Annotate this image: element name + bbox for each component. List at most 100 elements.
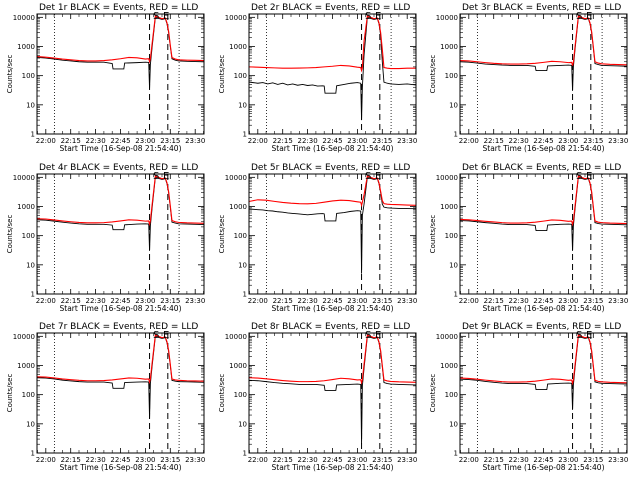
chart-panel-7: Det 7r BLACK = Events, RED = LLD 1 10 100 10…: [6, 322, 205, 472]
x-tick-label: 22:15: [273, 137, 293, 145]
x-tick-label: 23:00: [347, 297, 367, 305]
x-tick-label: 23:00: [558, 297, 578, 305]
x-tick-label: 22:00: [36, 137, 56, 145]
x-tick-label: 23:30: [185, 456, 205, 464]
event-marker-label: E: [375, 171, 381, 182]
y-tick-label: 10: [26, 101, 35, 109]
panel-title: Det 3r BLACK = Events, RED = LLD: [462, 3, 621, 13]
y-tick-label: 10000: [225, 174, 247, 182]
event-marker-label: S: [576, 11, 582, 22]
y-tick-label: 1000: [440, 203, 458, 211]
panel-title: Det 5r BLACK = Events, RED = LLD: [251, 163, 410, 173]
plot-frame: [248, 332, 417, 454]
event-marker-label: S: [365, 11, 371, 22]
y-tick-label: 1: [454, 450, 458, 458]
y-tick-label: 100: [445, 72, 458, 80]
lld-series-line: [460, 15, 627, 66]
events-series-line: [460, 335, 627, 410]
x-axis-label: Start Time (16-Sep-08 21:54:40): [272, 144, 394, 153]
x-tick-label: 23:30: [397, 297, 417, 305]
lld-series-line: [460, 175, 627, 227]
event-marker-label: S: [153, 171, 159, 182]
y-tick-label: 10: [26, 420, 35, 428]
x-axis-label: Start Time (16-Sep-08 21:54:40): [483, 144, 605, 153]
plot-frame: [36, 13, 205, 135]
lld-series-line: [249, 175, 416, 208]
panel-title: Det 9r BLACK = Events, RED = LLD: [462, 322, 621, 332]
y-tick-label: 10000: [436, 14, 458, 22]
y-axis-label: Counts/sec: [429, 374, 437, 413]
x-tick-label: 22:45: [322, 297, 342, 305]
y-tick-label: 100: [234, 391, 247, 399]
y-tick-label: 10000: [13, 174, 35, 182]
x-tick-label: 22:30: [86, 297, 106, 305]
plot-frame: [36, 332, 205, 454]
event-marker-label: E: [375, 11, 381, 22]
x-tick-label: 22:00: [248, 456, 268, 464]
x-tick-label: 23:15: [160, 456, 180, 464]
x-tick-label: 23:15: [160, 137, 180, 145]
x-tick-label: 23:00: [558, 456, 578, 464]
y-tick-label: 10: [238, 101, 247, 109]
y-axis-label: Counts/sec: [429, 55, 437, 94]
y-tick-label: 1: [243, 291, 247, 299]
x-tick-label: 22:45: [110, 137, 130, 145]
x-tick-label: 23:15: [372, 297, 392, 305]
panel-title: Det 6r BLACK = Events, RED = LLD: [462, 163, 621, 173]
events-series-line: [460, 176, 627, 251]
y-tick-label: 100: [22, 391, 35, 399]
y-tick-label: 1000: [17, 203, 35, 211]
x-tick-label: 22:00: [36, 456, 56, 464]
x-tick-label: 23:30: [608, 137, 628, 145]
y-tick-label: 1: [454, 131, 458, 139]
x-tick-label: 23:00: [347, 456, 367, 464]
x-tick-label: 22:45: [322, 137, 342, 145]
x-tick-label: 22:45: [533, 297, 553, 305]
x-axis-label: Start Time (16-Sep-08 21:54:40): [272, 304, 394, 313]
x-tick-label: 23:00: [347, 137, 367, 145]
x-tick-label: 22:00: [459, 456, 479, 464]
y-tick-label: 1000: [229, 203, 247, 211]
events-series-line: [460, 16, 627, 91]
y-tick-label: 10: [238, 261, 247, 269]
x-tick-label: 22:30: [298, 137, 318, 145]
chart-panel-3: Det 3r BLACK = Events, RED = LLD 1 10 100 10…: [429, 3, 628, 153]
x-tick-label: 22:45: [110, 297, 130, 305]
x-tick-label: 22:30: [298, 456, 318, 464]
x-tick-label: 23:00: [135, 456, 155, 464]
plot-frame: [36, 173, 205, 295]
x-tick-label: 22:15: [273, 297, 293, 305]
event-marker-label: S: [365, 330, 371, 341]
plot-frame: [248, 13, 417, 135]
lld-series-line: [460, 334, 627, 386]
x-tick-label: 22:30: [509, 297, 529, 305]
x-tick-label: 22:15: [61, 297, 81, 305]
chart-panel-5: Det 5r BLACK = Events, RED = LLD 1 10 100 10…: [218, 163, 417, 313]
x-tick-label: 23:30: [185, 137, 205, 145]
x-tick-label: 22:30: [509, 137, 529, 145]
y-tick-label: 10000: [436, 333, 458, 341]
x-axis-label: Start Time (16-Sep-08 21:54:40): [60, 304, 182, 313]
events-series-line: [249, 176, 416, 274]
chart-panel-1: Det 1r BLACK = Events, RED = LLD 1 10 100 10…: [6, 3, 205, 153]
x-tick-label: 23:30: [397, 137, 417, 145]
y-tick-label: 1: [31, 291, 35, 299]
x-tick-label: 23:30: [185, 297, 205, 305]
panel-title: Det 7r BLACK = Events, RED = LLD: [39, 322, 198, 332]
event-marker-label: E: [586, 11, 592, 22]
event-marker-label: E: [375, 330, 381, 341]
y-axis-label: Counts/sec: [6, 215, 14, 254]
chart-panel-8: Det 8r BLACK = Events, RED = LLD 1 10 100 10…: [218, 322, 417, 472]
chart-panel-9: Det 9r BLACK = Events, RED = LLD 1 10 100 10…: [429, 322, 628, 472]
panel-title: Det 8r BLACK = Events, RED = LLD: [251, 322, 410, 332]
y-tick-label: 1: [31, 131, 35, 139]
y-tick-label: 100: [234, 72, 247, 80]
x-tick-label: 23:15: [372, 137, 392, 145]
plot-frame: [459, 13, 628, 135]
event-marker-label: S: [153, 330, 159, 341]
y-axis-label: Counts/sec: [6, 374, 14, 413]
events-series-line: [37, 176, 204, 251]
chart-panel-4: Det 4r BLACK = Events, RED = LLD 1 10 100 10…: [6, 163, 205, 313]
x-tick-label: 22:15: [273, 456, 293, 464]
